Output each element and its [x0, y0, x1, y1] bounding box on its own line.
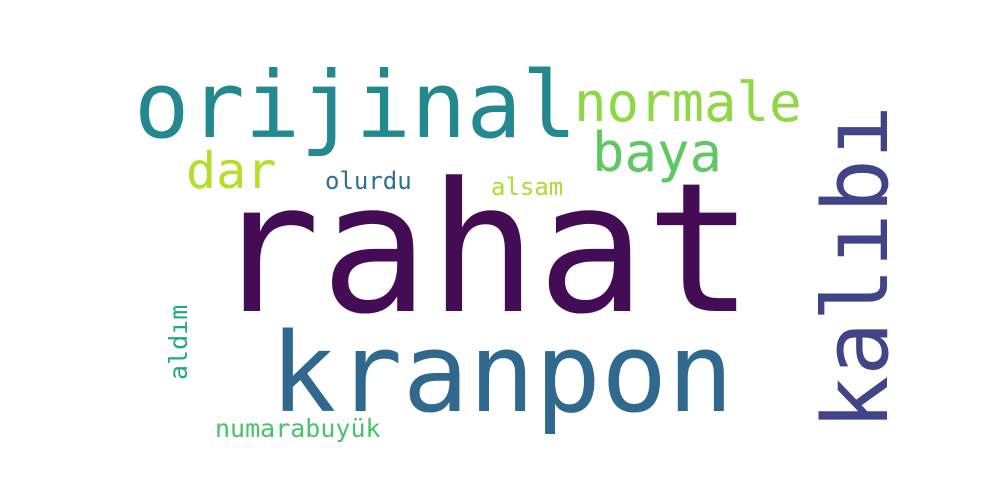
word-rahat: rahat [212, 145, 754, 354]
word-kalibi: kalıbı [804, 104, 909, 430]
word-normale: normale [574, 71, 802, 134]
word-aldim: aldım [164, 304, 193, 380]
word-numarabuyuk: numarabuyük [215, 414, 381, 443]
word-olurdu: olurdu [325, 167, 412, 195]
word-baya: baya [592, 121, 723, 184]
word-alsam: alsam [491, 173, 564, 201]
word-kranpon: kranpon [270, 309, 734, 437]
word-dar: dar [186, 142, 277, 200]
word-orijinal: orijinal [134, 52, 578, 159]
